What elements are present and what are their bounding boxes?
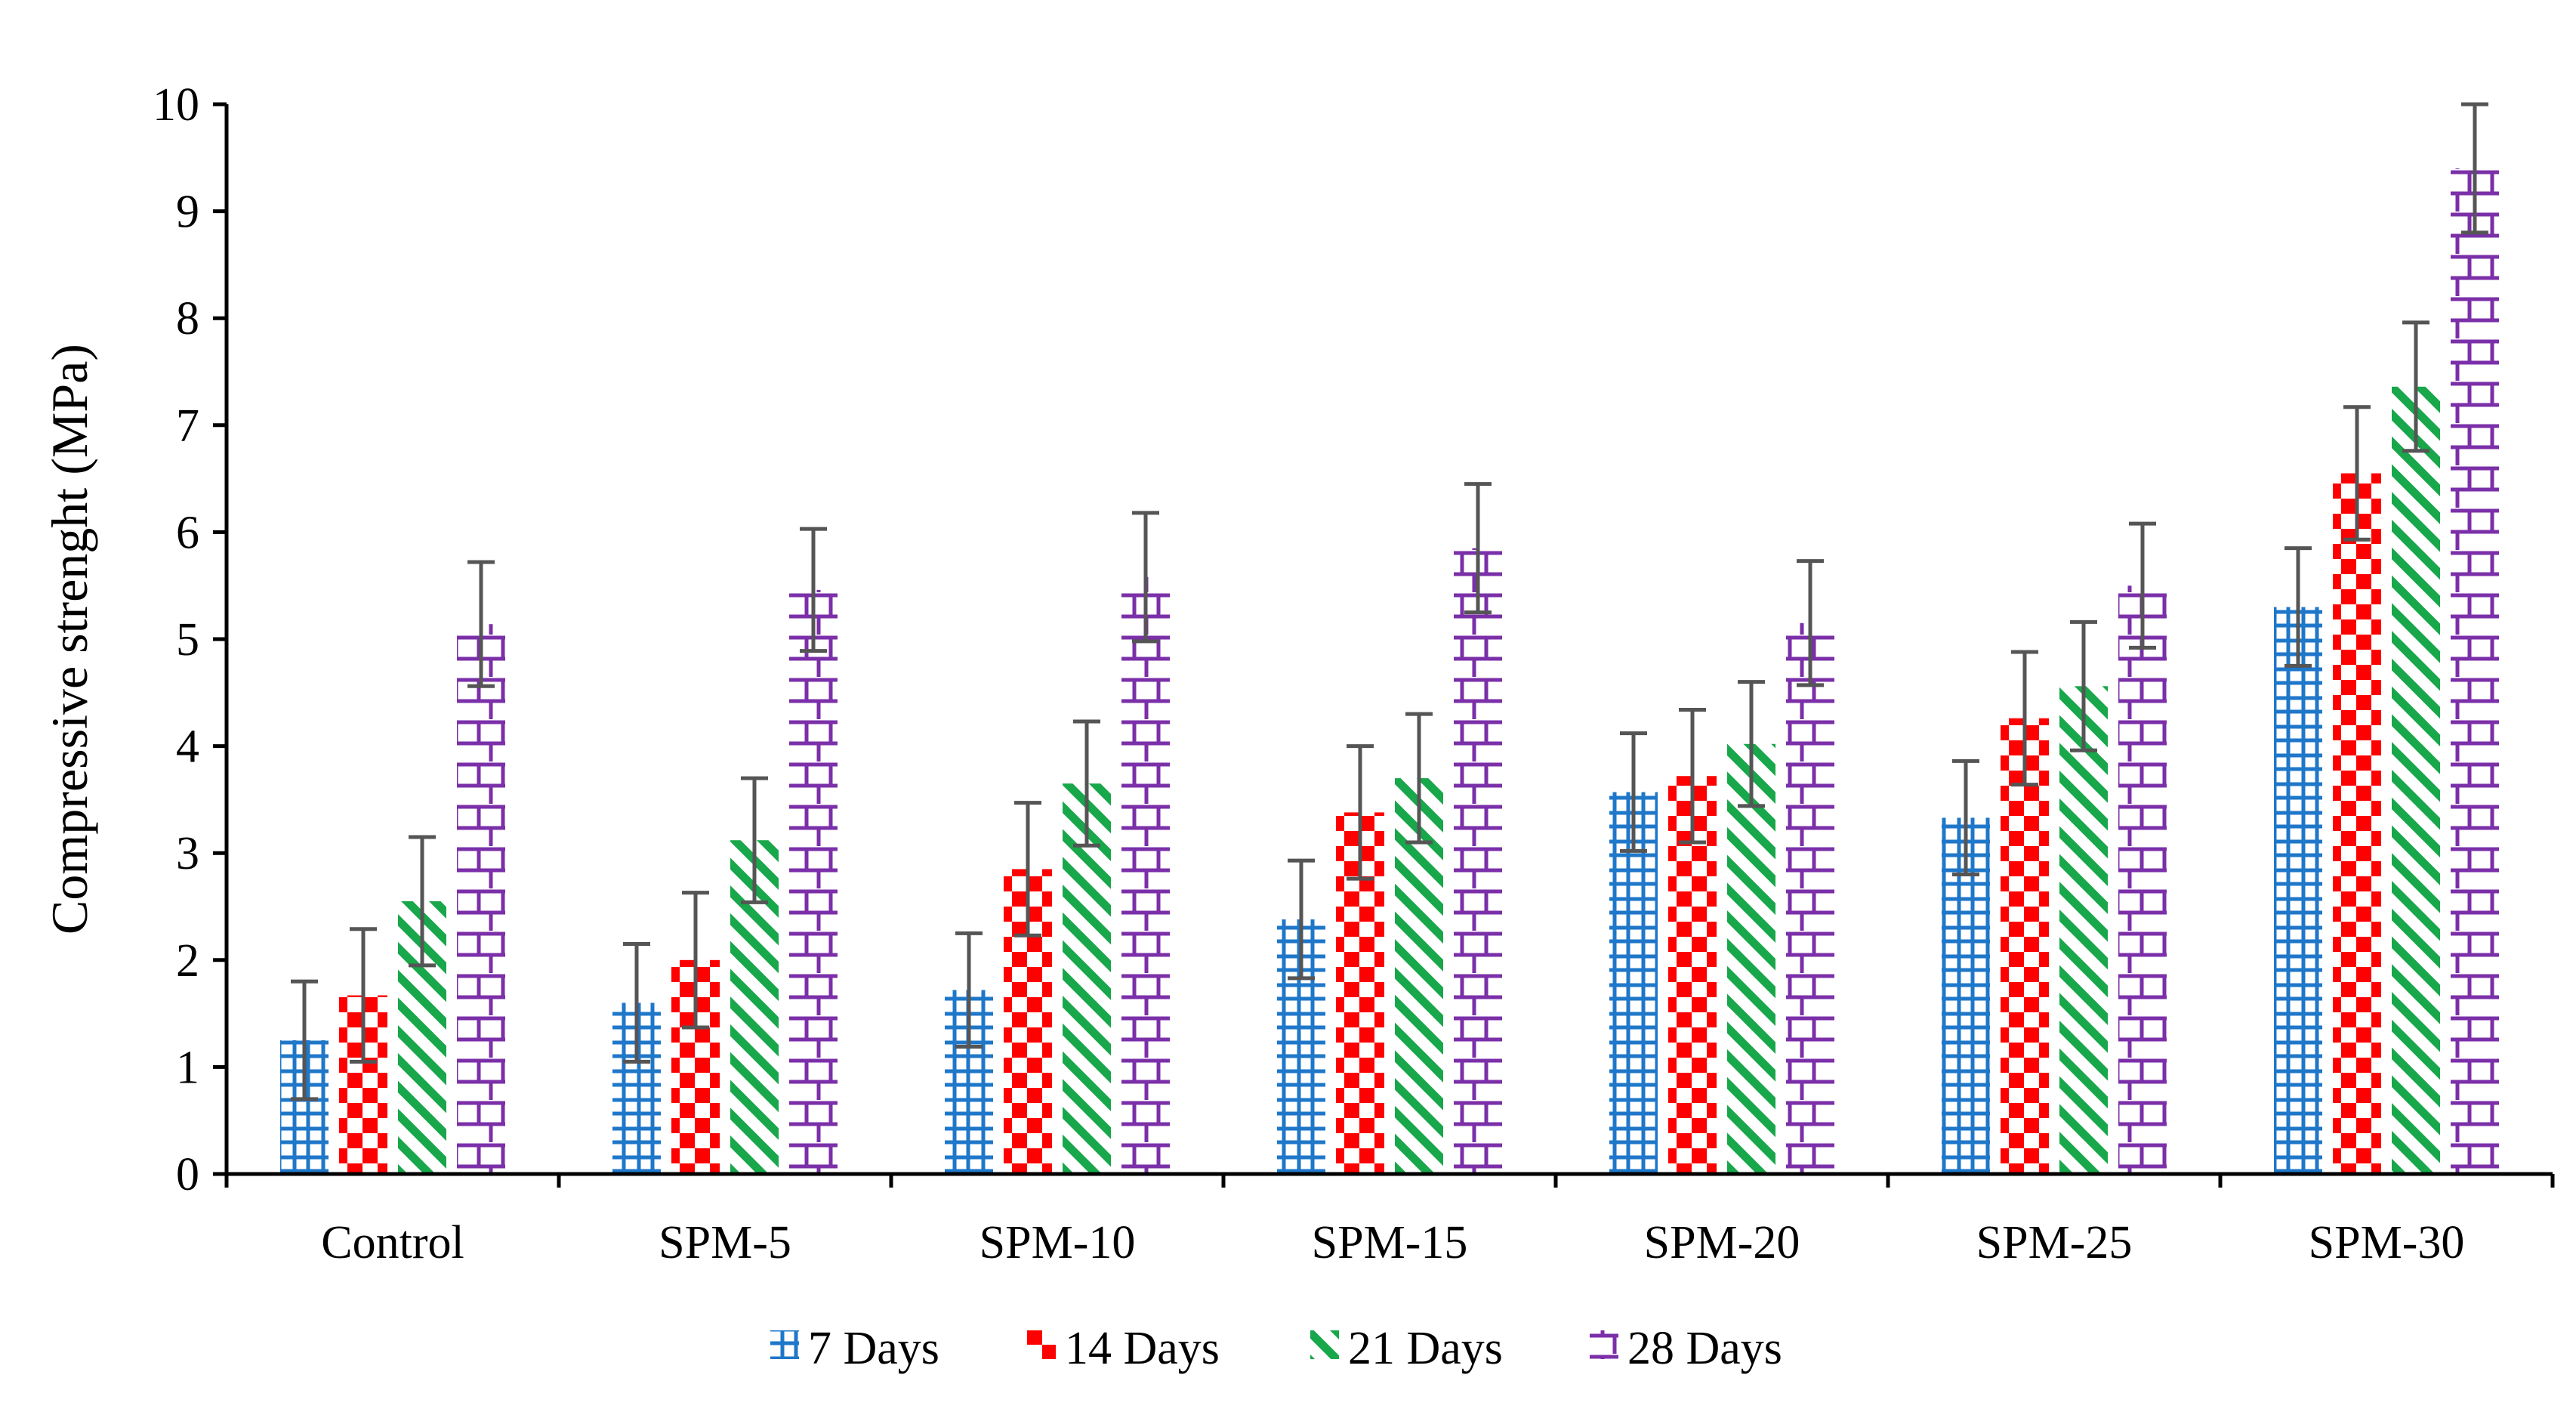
- error-bar-14-days-spm-25: [2011, 650, 2038, 787]
- error-bar-21-days-control: [409, 835, 436, 968]
- error-bar-7-days-spm-15: [1288, 858, 1315, 981]
- bar-7-days-spm-20: [1609, 792, 1658, 1174]
- error-bar-14-days-control: [350, 927, 377, 1064]
- y-tick-label: 2: [176, 935, 199, 987]
- y-tick-label: 10: [153, 79, 199, 131]
- legend-item-7-days: 7 Days: [770, 1323, 939, 1374]
- y-tick-label: 1: [176, 1042, 199, 1093]
- legend-label: 14 Days: [1065, 1323, 1220, 1374]
- error-bar-7-days-spm-20: [1620, 731, 1647, 853]
- x-category-label: SPM-25: [1976, 1217, 2133, 1268]
- bar-28-days-spm-15: [1454, 548, 1502, 1174]
- bar-28-days-spm-25: [2118, 585, 2167, 1174]
- y-tick-label: 0: [176, 1149, 199, 1200]
- error-bar-28-days-spm-5: [800, 527, 827, 653]
- error-bar-14-days-spm-10: [1014, 801, 1041, 938]
- bar-28-days-spm-10: [1121, 576, 1170, 1174]
- error-bar-7-days-spm-30: [2284, 546, 2312, 668]
- legend-swatch: [1027, 1330, 1056, 1359]
- error-bar-28-days-spm-15: [1464, 482, 1492, 615]
- legend-swatch: [1310, 1330, 1339, 1359]
- x-category-label: Control: [321, 1217, 464, 1268]
- error-bar-21-days-spm-15: [1405, 712, 1433, 845]
- error-bar-28-days-spm-10: [1132, 511, 1159, 644]
- legend-swatch: [770, 1330, 799, 1359]
- error-bar-28-days-spm-20: [1797, 559, 1824, 687]
- legend-item-14-days: 14 Days: [1027, 1323, 1220, 1374]
- error-bar-21-days-spm-10: [1073, 719, 1100, 848]
- legend-item-21-days: 21 Days: [1310, 1323, 1503, 1374]
- x-category-label: SPM-15: [1312, 1217, 1468, 1268]
- legend-label: 7 Days: [808, 1323, 939, 1374]
- bar-21-days-spm-20: [1727, 743, 1775, 1174]
- bar-7-days-spm-25: [1942, 817, 1990, 1174]
- error-bar-28-days-spm-30: [2461, 102, 2488, 235]
- error-bar-7-days-spm-10: [955, 931, 983, 1049]
- bar-28-days-control: [457, 624, 505, 1174]
- x-category-label: SPM-30: [2309, 1217, 2465, 1268]
- y-tick-label: 3: [176, 828, 199, 879]
- error-bar-14-days-spm-15: [1347, 744, 1374, 881]
- y-tick-label: 6: [176, 507, 199, 558]
- bar-21-days-spm-30: [2392, 386, 2440, 1175]
- legend-swatch: [1590, 1330, 1618, 1359]
- legend-label: 21 Days: [1348, 1323, 1503, 1374]
- error-bar-21-days-spm-5: [741, 776, 768, 904]
- error-bar-21-days-spm-25: [2070, 619, 2097, 752]
- y-tick-label: 4: [176, 721, 199, 773]
- bar-28-days-spm-5: [789, 589, 838, 1174]
- error-bar-7-days-spm-5: [623, 942, 650, 1064]
- legend-item-28-days: 28 Days: [1590, 1323, 1782, 1374]
- bar-14-days-spm-25: [2001, 718, 2049, 1174]
- x-category-label: SPM-5: [659, 1217, 791, 1268]
- error-bar-14-days-spm-5: [682, 891, 709, 1030]
- legend-label: 28 Days: [1627, 1323, 1782, 1374]
- y-axis-title: Compressive strenght (MPa): [41, 344, 98, 935]
- bar-21-days-spm-10: [1063, 783, 1111, 1174]
- bar-7-days-spm-30: [2274, 607, 2322, 1174]
- y-tick-label: 7: [176, 400, 199, 452]
- bar-14-days-spm-30: [2333, 473, 2381, 1174]
- bar-28-days-spm-20: [1786, 622, 1834, 1174]
- error-bar-21-days-spm-30: [2402, 320, 2429, 453]
- error-bar-28-days-spm-25: [2129, 521, 2156, 650]
- bar-28-days-spm-30: [2451, 168, 2499, 1175]
- error-bar-14-days-spm-20: [1679, 707, 1706, 845]
- y-tick-label: 9: [176, 187, 199, 238]
- x-category-label: SPM-20: [1644, 1217, 1800, 1268]
- x-category-label: SPM-10: [979, 1217, 1136, 1268]
- error-bar-7-days-control: [291, 979, 318, 1101]
- error-bar-21-days-spm-20: [1738, 680, 1765, 808]
- bar-21-days-spm-25: [2059, 686, 2108, 1174]
- error-bar-14-days-spm-30: [2343, 405, 2371, 542]
- y-tick-label: 8: [176, 293, 199, 344]
- y-tick-label: 5: [176, 614, 199, 666]
- error-bar-28-days-control: [467, 560, 495, 688]
- error-bar-7-days-spm-25: [1952, 758, 1979, 877]
